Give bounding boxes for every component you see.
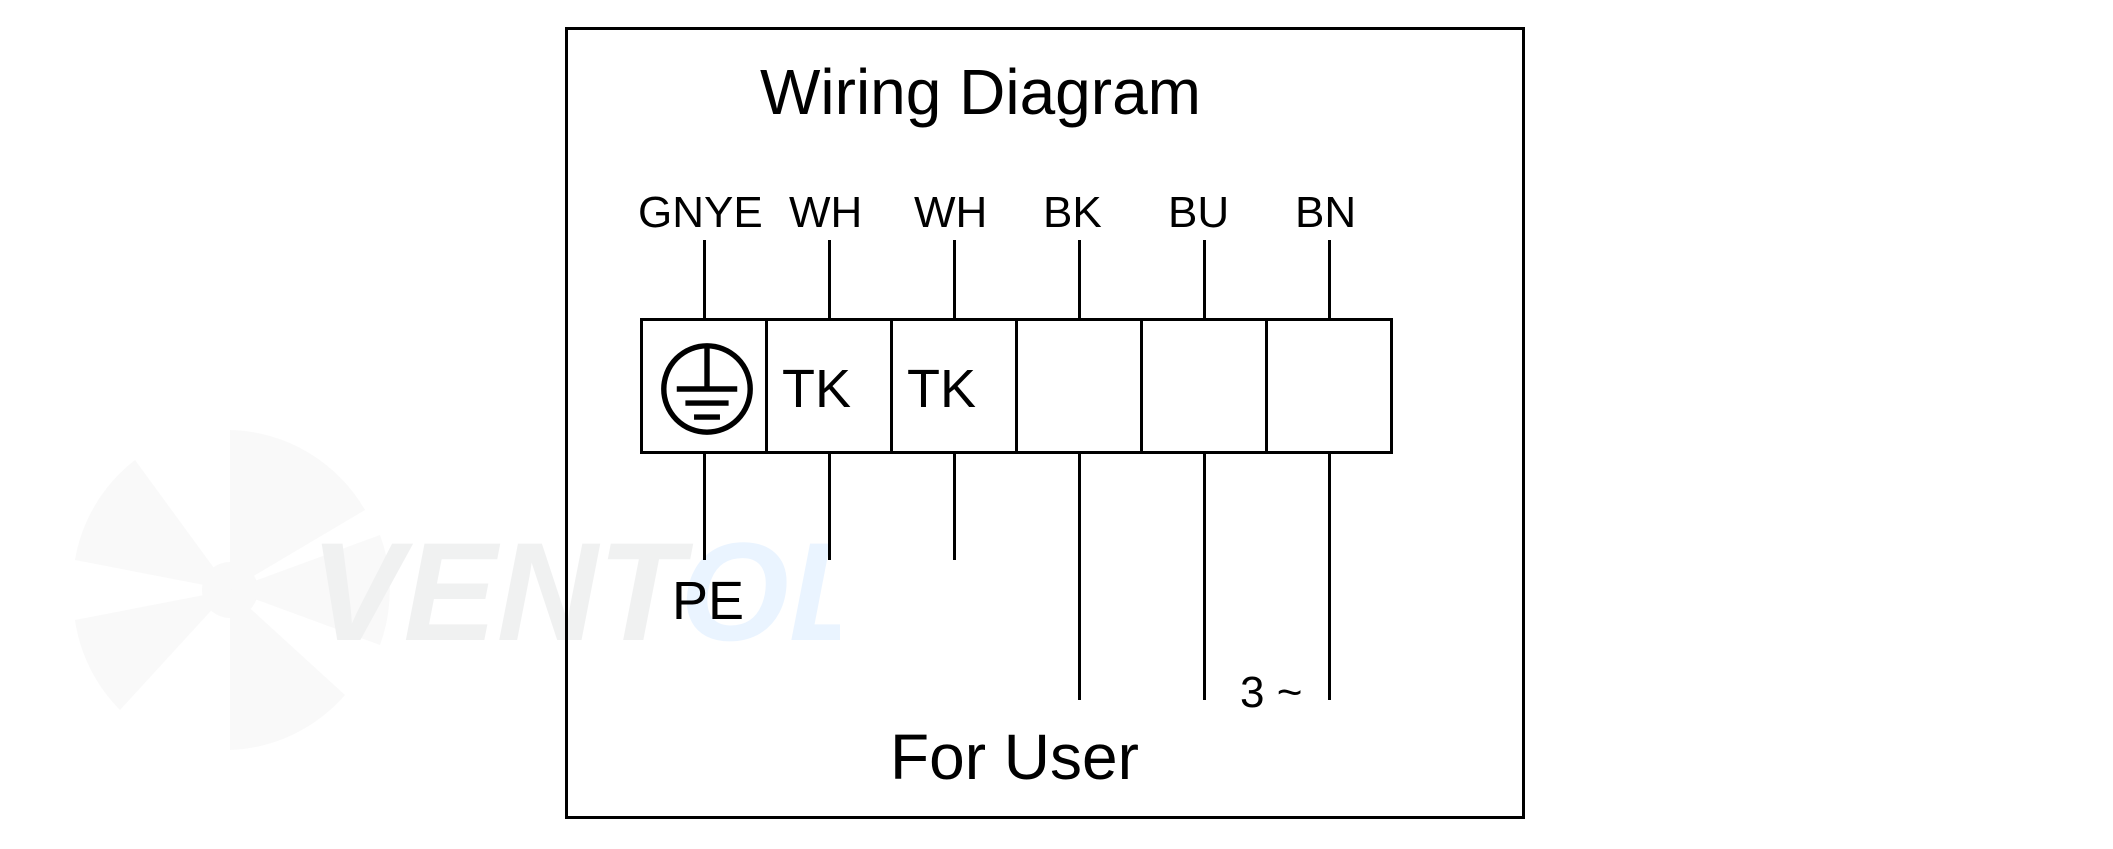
footer-text: For User — [890, 720, 1139, 794]
wire-bottom-4 — [1203, 454, 1206, 700]
wire-top-1 — [828, 240, 831, 318]
wire-bottom-2 — [953, 454, 956, 560]
wire-bottom-3 — [1078, 454, 1081, 700]
wire-label-bn: BN — [1295, 188, 1356, 238]
wire-label-bu: BU — [1168, 188, 1229, 238]
wire-top-4 — [1203, 240, 1206, 318]
wire-bottom-0 — [703, 454, 706, 560]
terminal-cell-3 — [1015, 318, 1143, 454]
wire-label-wh: WH — [914, 188, 987, 238]
wire-top-2 — [953, 240, 956, 318]
terminal-cell-0 — [640, 318, 768, 454]
phase-label: 3 ~ — [1240, 668, 1302, 718]
pe-label: PE — [672, 570, 744, 632]
terminal-block: TK TK — [640, 318, 1393, 454]
wire-top-0 — [703, 240, 706, 318]
terminal-cell-label: TK — [782, 358, 851, 420]
wire-bottom-1 — [828, 454, 831, 560]
terminal-cell-5 — [1265, 318, 1393, 454]
wire-top-5 — [1328, 240, 1331, 318]
ground-icon — [653, 331, 761, 447]
wire-top-3 — [1078, 240, 1081, 318]
terminal-cell-label: TK — [907, 358, 976, 420]
terminal-cell-1: TK — [765, 318, 893, 454]
wire-label-bk: BK — [1043, 188, 1102, 238]
terminal-cell-2: TK — [890, 318, 1018, 454]
wire-label-wh: WH — [789, 188, 862, 238]
terminal-cell-4 — [1140, 318, 1268, 454]
wire-label-gnye: GNYE — [638, 188, 763, 238]
wire-bottom-5 — [1328, 454, 1331, 700]
diagram-title: Wiring Diagram — [760, 55, 1201, 129]
